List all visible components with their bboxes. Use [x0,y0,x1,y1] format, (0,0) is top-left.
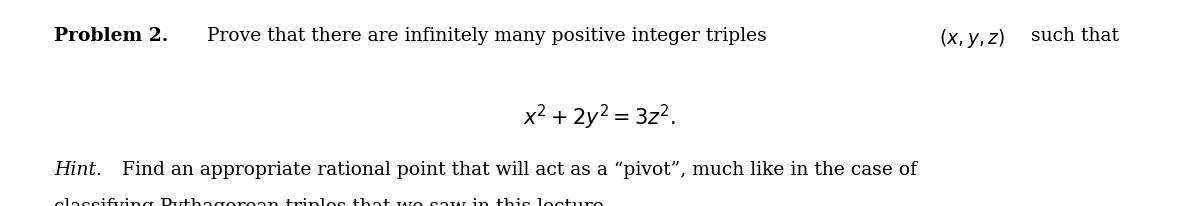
Text: such that: such that [1025,27,1118,45]
Text: Hint.: Hint. [54,161,102,179]
Text: $x^2 + 2y^2 = 3z^2.$: $x^2 + 2y^2 = 3z^2.$ [523,103,677,132]
Text: Prove that there are infinitely many positive integer triples: Prove that there are infinitely many pos… [202,27,773,45]
Text: Problem 2.: Problem 2. [54,27,168,45]
Text: $(x, y, z)$: $(x, y, z)$ [940,27,1006,50]
Text: Find an appropriate rational point that will act as a “pivot”, much like in the : Find an appropriate rational point that … [116,161,917,179]
Text: classifying Pythagorean triples that we saw in this lecture.: classifying Pythagorean triples that we … [54,198,610,206]
